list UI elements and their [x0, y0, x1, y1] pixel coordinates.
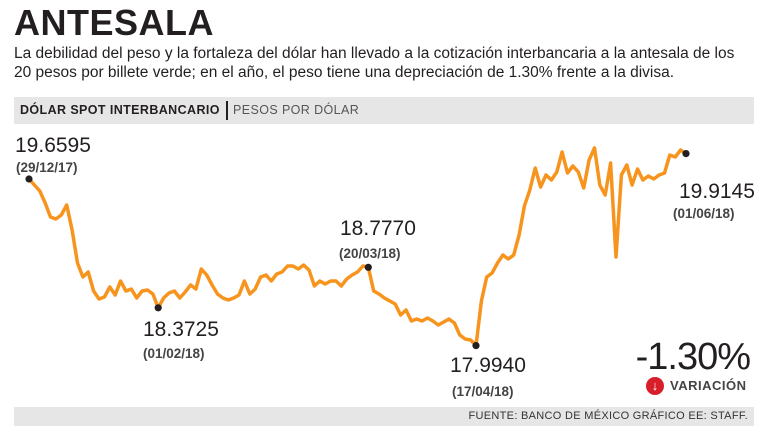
annotation-date: (20/03/18): [339, 246, 401, 261]
band-divider: [226, 101, 228, 120]
annotation-date: (17/04/18): [452, 384, 514, 399]
annotation-date: (01/06/18): [673, 206, 735, 221]
variation-label: VARIACIÓN: [670, 378, 747, 393]
annotation-date: (29/12/17): [16, 160, 78, 175]
data-point-18-3725: [154, 304, 162, 312]
series-line: [27, 146, 688, 348]
data-point-19-9145: [682, 150, 690, 158]
annotation-18-3725: 18.3725 (01/02/18): [143, 304, 219, 361]
down-arrow-icon: ↓: [646, 377, 664, 395]
data-point-19-6595: [25, 175, 33, 183]
annotation-date: (01/02/18): [143, 346, 205, 361]
annotation-value: 19.9145: [679, 180, 755, 203]
unit-label: PESOS POR DÓLAR: [233, 103, 360, 117]
data-point-17-9940: [472, 342, 480, 350]
annotation-value: 17.9940: [450, 354, 526, 377]
chart-subtitle: La debilidad del peso y la fortaleza del…: [14, 45, 735, 81]
variation-value: -1.30%: [635, 336, 751, 378]
data-point-18-7770: [364, 263, 372, 271]
annotation-19-9145: 19.9145 (01/06/18): [673, 150, 755, 221]
annotation-value: 18.3725: [143, 318, 219, 341]
chart-title: ANTESALA: [14, 2, 214, 43]
annotation-19-6595: 19.6595 (29/12/17): [15, 134, 91, 183]
annotation-value: 18.7770: [340, 217, 416, 240]
source-text: FUENTE: BANCO DE MÉXICO GRÁFICO EE: STAF…: [468, 410, 748, 422]
annotation-17-9940: 17.9940 (17/04/18): [450, 342, 526, 399]
annotation-18-7770: 18.7770 (20/03/18): [339, 217, 416, 271]
series-label: DÓLAR SPOT INTERBANCARIO: [20, 103, 220, 117]
source-footer: FUENTE: BANCO DE MÉXICO GRÁFICO EE: STAF…: [14, 407, 754, 426]
series-header-band: DÓLAR SPOT INTERBANCARIO PESOS POR DÓLAR: [14, 97, 754, 124]
annotation-value: 19.6595: [15, 134, 91, 157]
